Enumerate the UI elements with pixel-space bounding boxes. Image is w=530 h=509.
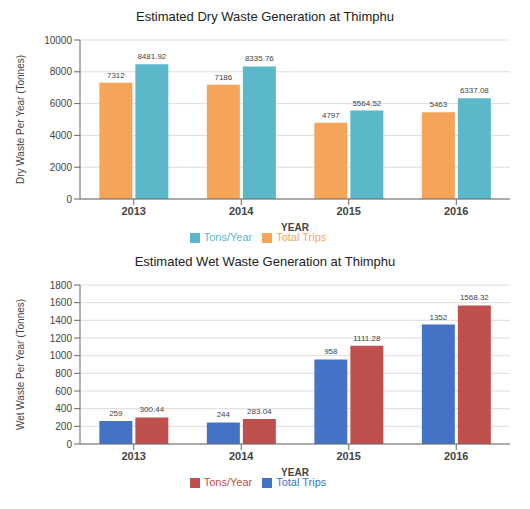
svg-text:1352: 1352 [429,313,447,322]
html-text:Total Trips: Total Trips [276,231,327,243]
svg-text:2016: 2016 [444,450,468,462]
html-text:Estimated Wet Waste Generation: Estimated Wet Waste Generation at Thimph… [134,254,396,269]
svg-text:244: 244 [217,410,231,419]
svg-text:1600: 1600 [50,297,73,308]
svg-text:YEAR: YEAR [281,467,310,478]
html-text:Tons/Year: Tons/Year [203,476,253,488]
svg-text:4797: 4797 [322,111,340,120]
svg-text:2013: 2013 [122,205,146,217]
svg-text:1800: 1800 [50,280,73,291]
svg-text:5463: 5463 [429,100,447,109]
svg-text:7186: 7186 [214,73,232,82]
svg-text:8335.76: 8335.76 [245,54,274,63]
svg-text:2013: 2013 [122,450,146,462]
svg-text:2014: 2014 [229,450,254,462]
html-text:Tons/Year: Tons/Year [203,231,253,243]
svg-text:800: 800 [55,368,72,379]
svg-text:2015: 2015 [337,205,361,217]
svg-text:7312: 7312 [107,71,125,80]
svg-text:300.44: 300.44 [140,405,165,414]
svg-text:2014: 2014 [229,205,254,217]
html-text:Total Trips: Total Trips [276,476,327,488]
svg-text:283.04: 283.04 [247,407,272,416]
svg-text:Wet Waste Per Year (Tonnes): Wet Waste Per Year (Tonnes) [15,299,26,430]
svg-text:YEAR: YEAR [281,222,310,233]
svg-text:1200: 1200 [50,333,73,344]
svg-text:1400: 1400 [50,315,73,326]
svg-text:8481.92: 8481.92 [137,52,166,61]
svg-text:4000: 4000 [50,130,73,141]
svg-text:2015: 2015 [337,450,361,462]
svg-text:10000: 10000 [44,35,72,46]
svg-text:0: 0 [66,194,72,205]
svg-text:200: 200 [55,421,72,432]
svg-text:400: 400 [55,403,72,414]
svg-text:6000: 6000 [50,98,73,109]
svg-text:1000: 1000 [50,350,73,361]
svg-text:1111.28: 1111.28 [353,334,381,343]
svg-text:6337.08: 6337.08 [460,86,489,95]
svg-text:2016: 2016 [444,205,468,217]
svg-text:1568.32: 1568.32 [460,293,489,302]
svg-text:600: 600 [55,386,72,397]
svg-text:958: 958 [324,347,338,356]
svg-text:8000: 8000 [50,66,73,77]
svg-text:Dry Waste Per Year (Tonnes): Dry Waste Per Year (Tonnes) [15,55,26,184]
svg-text:0: 0 [66,439,72,450]
html-text:Estimated Dry Waste Generation: Estimated Dry Waste Generation at Thimph… [136,9,394,24]
svg-text:259: 259 [109,409,123,418]
svg-text:5564.52: 5564.52 [352,99,381,108]
svg-text:2000: 2000 [50,162,73,173]
